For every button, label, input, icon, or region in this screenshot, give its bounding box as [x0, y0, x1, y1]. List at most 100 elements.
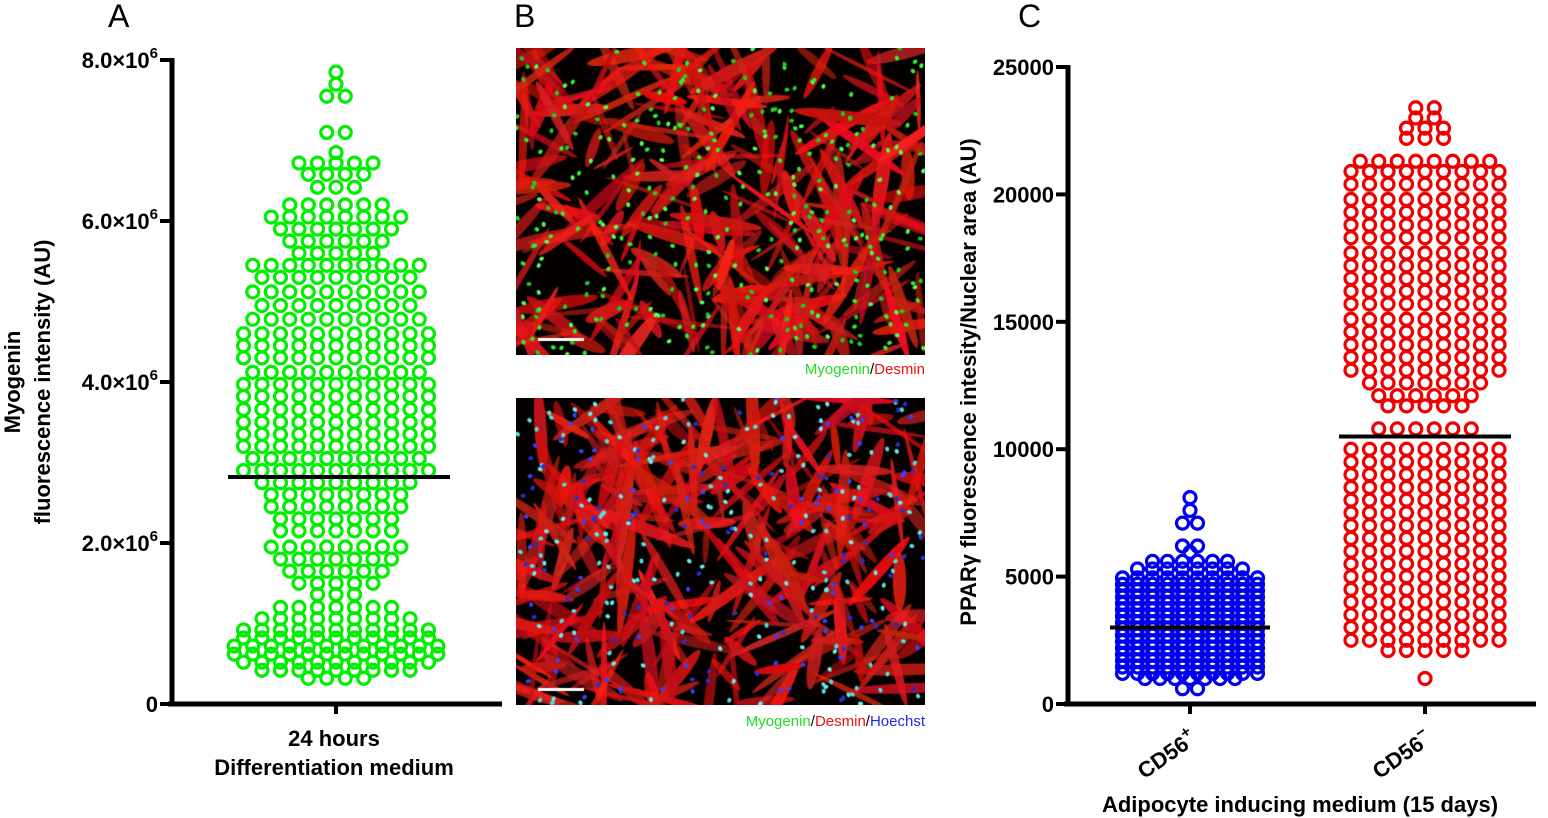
data-point [1491, 311, 1507, 327]
data-point [1454, 191, 1470, 208]
data-point [1417, 607, 1433, 623]
data-point [1380, 642, 1396, 659]
data-point [346, 245, 363, 261]
data-point [1159, 553, 1176, 569]
data-point [1408, 110, 1424, 126]
data-point [272, 297, 289, 314]
data-point [383, 622, 400, 638]
data-point [300, 233, 316, 249]
data-point [374, 563, 390, 579]
data-point [346, 376, 363, 393]
data-point [346, 221, 363, 237]
data-point [365, 155, 381, 171]
data-point [1454, 632, 1470, 648]
data-point [1361, 217, 1378, 233]
data-point [1463, 388, 1479, 404]
data-point [1491, 441, 1507, 457]
data-point [291, 376, 307, 393]
data-point [1371, 153, 1387, 169]
data-point [1417, 518, 1433, 534]
data-point [1491, 505, 1507, 521]
data-point [337, 233, 353, 249]
data-point [1380, 311, 1396, 327]
data-point [245, 450, 261, 467]
data-point [430, 638, 446, 654]
caption-slash: / [810, 713, 815, 730]
data-point [1454, 642, 1470, 659]
data-point [1472, 454, 1489, 470]
data-point [1343, 505, 1359, 521]
data-point [1417, 349, 1433, 366]
data-point [1343, 568, 1359, 585]
data-point [346, 326, 363, 342]
data-point [1398, 204, 1415, 220]
data-point [254, 388, 270, 405]
data-point [1398, 568, 1415, 585]
data-point [254, 376, 270, 393]
micrograph-myogenin-desmin [516, 48, 925, 355]
data-point [245, 638, 261, 654]
data-point [393, 499, 409, 515]
data-point [383, 376, 400, 393]
data-point [282, 646, 298, 662]
data-point [1343, 176, 1359, 192]
data-point [1361, 568, 1378, 585]
data-point [263, 209, 279, 225]
data-point [1361, 619, 1378, 636]
data-point [254, 462, 270, 479]
data-point [1204, 561, 1221, 577]
data-point [346, 338, 363, 354]
data-point [1371, 388, 1387, 404]
data-point [328, 414, 344, 430]
data-point [1454, 467, 1470, 483]
data-point [1398, 581, 1415, 597]
data-point [1417, 130, 1433, 146]
data-point [1417, 479, 1433, 496]
data-point [328, 426, 344, 442]
y-tick-label: 5000 [1005, 565, 1054, 590]
data-point [1343, 324, 1359, 340]
data-point [365, 350, 381, 366]
data-point [356, 670, 372, 686]
data-point [1417, 543, 1433, 559]
data-point [1361, 311, 1378, 327]
data-point [337, 450, 353, 467]
data-point [300, 487, 316, 503]
data-point [1398, 505, 1415, 521]
data-point [1343, 311, 1359, 327]
data-point [291, 438, 307, 454]
data-point [1343, 245, 1359, 261]
data-point [254, 350, 270, 366]
data-point [1380, 441, 1396, 457]
myogenin-dot-plot: 0 2.0×106 4.0×106 6.0×106 8.0×106 24 hours D… [0, 45, 502, 780]
data-point [1343, 632, 1359, 648]
data-point [365, 622, 381, 638]
data-point [1361, 296, 1378, 312]
data-point [1361, 283, 1378, 299]
data-point [319, 166, 335, 182]
data-point [1380, 324, 1396, 340]
data-point [1380, 581, 1396, 597]
data-point [309, 245, 326, 261]
caption-top: Myogenin/Desmin [805, 361, 925, 378]
data-point [337, 311, 353, 327]
data-point [1417, 204, 1433, 220]
data-point [356, 646, 372, 662]
data-point [1182, 544, 1198, 560]
data-point [1417, 296, 1433, 312]
data-point [282, 563, 298, 579]
data-point [356, 487, 372, 503]
data-point [365, 376, 381, 393]
data-point [1398, 258, 1415, 274]
data-point [1472, 375, 1489, 391]
data-point [346, 269, 363, 285]
data-point [1219, 553, 1236, 569]
data-point [291, 622, 307, 638]
data-point [346, 462, 363, 479]
data-point [300, 563, 316, 579]
data-point [272, 662, 289, 678]
data-point [1417, 375, 1433, 391]
data-point [319, 499, 335, 515]
data-point [282, 499, 298, 515]
data-point [328, 654, 344, 670]
